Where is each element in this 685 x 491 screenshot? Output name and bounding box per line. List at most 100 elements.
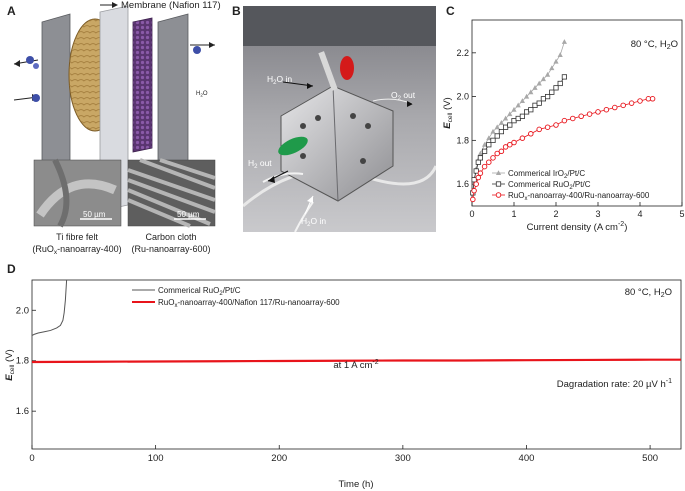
data-point	[561, 117, 568, 124]
y-tick-label: 1.6	[16, 406, 29, 417]
x-tick-label: 5	[679, 209, 684, 219]
sem-image-ti-felt	[33, 159, 122, 227]
data-point	[471, 177, 477, 183]
y-tick-label: 1.8	[456, 135, 469, 145]
label-h2-out: H2 out	[248, 158, 272, 170]
data-point	[477, 170, 484, 176]
data-point	[507, 122, 513, 128]
data-point	[519, 98, 525, 103]
data-point	[570, 115, 576, 122]
chart-c-xlabel: Current density (A cm-2)	[527, 221, 628, 233]
legend-marker	[495, 181, 502, 187]
data-point	[545, 93, 551, 100]
x-tick-label: 100	[148, 453, 164, 464]
data-point	[578, 113, 584, 120]
data-point	[511, 118, 517, 124]
data-point	[628, 100, 635, 106]
y-tick-label: 2.0	[16, 305, 29, 316]
data-point	[586, 111, 593, 117]
data-point	[486, 159, 492, 165]
data-point	[486, 142, 492, 148]
data-point	[475, 159, 481, 165]
data-point	[502, 144, 509, 150]
data-point	[649, 96, 656, 102]
x-tick-label: 300	[395, 453, 411, 464]
chart-c-condition: 80 °C, H2O	[631, 39, 678, 51]
panel-letter-c: C	[446, 4, 455, 18]
chart-d-frame	[31, 279, 682, 450]
data-point	[473, 181, 479, 187]
data-point	[549, 65, 555, 71]
data-point	[524, 93, 530, 99]
data-point	[544, 124, 551, 130]
membrane-label: Membrane (Nafion 117)	[121, 0, 221, 11]
chart-c-ylabel: Ecell (V)	[442, 97, 454, 128]
svg-text:Membrane (Nafion 117): Membrane (Nafion 117)	[121, 0, 221, 11]
scale-text-right: 50 µm	[177, 210, 200, 219]
y-tick-label: 1.8	[16, 356, 29, 367]
legend-nanoarray: RuOx-nanoarray-400/Ru-nanoarray-600	[508, 191, 650, 202]
x-tick-label: 500	[642, 453, 658, 464]
data-point	[511, 106, 517, 112]
x-tick-label: 3	[595, 209, 600, 219]
scale-text-left: 50 µm	[83, 210, 106, 219]
data-point	[557, 80, 563, 87]
data-point	[620, 102, 626, 109]
data-point	[473, 168, 479, 174]
legend-d-nanoarray: RuOx-nanoarray-400/Nafion 117/Ru-nanoarr…	[158, 298, 340, 309]
panel-letter-a: A	[7, 4, 16, 18]
data-point	[532, 102, 538, 108]
data-point	[545, 71, 551, 77]
data-point	[477, 150, 483, 156]
caption-right-line2: (Ru-nanoarray-600)	[131, 244, 210, 254]
data-point	[553, 122, 559, 128]
data-point	[528, 89, 534, 95]
y-tick-label: 2.2	[456, 48, 469, 58]
data-point	[494, 124, 500, 130]
label-h2o-in-bottom: H2O in	[301, 216, 326, 228]
data-point	[503, 124, 509, 130]
polarization-chart: 0 1 2 3 4 5 1.6 1.8 2.0 2.2 80 °C, H2O Current de…	[442, 19, 685, 233]
data-point	[498, 148, 505, 155]
panel-a-schematic: Membrane (Nafion 117) H2O 50 µm 50 µm Ti…	[13, 0, 221, 256]
data-point	[536, 100, 542, 106]
data-point	[532, 85, 538, 90]
y-tick-label: 1.6	[456, 179, 469, 189]
data-point	[536, 126, 542, 133]
label-o2-out: O2 out	[391, 90, 416, 102]
data-point	[490, 128, 496, 134]
panel-letter-d: D	[7, 262, 16, 276]
data-point	[481, 163, 488, 170]
data-point	[507, 111, 513, 117]
data-point	[540, 76, 546, 82]
device-photo: H2O in O2 out H2 out H2O in	[243, 6, 436, 232]
data-point	[498, 120, 504, 125]
data-point	[561, 39, 567, 44]
legend-marker	[495, 192, 502, 198]
data-point	[553, 58, 559, 64]
data-point	[557, 52, 563, 58]
data-point	[507, 141, 513, 148]
x-tick-label: 0	[29, 453, 34, 464]
legend-marker	[495, 170, 502, 175]
data-point	[471, 187, 477, 194]
data-point	[494, 133, 500, 139]
data-point	[503, 115, 509, 121]
x-tick-label: 4	[637, 209, 642, 219]
data-point	[536, 80, 542, 86]
chart-d-annotation: at 1 A cm-2	[333, 359, 378, 371]
data-point	[475, 174, 482, 181]
data-point	[524, 109, 530, 115]
data-point	[482, 148, 488, 154]
caption-left-line1: Ti fibre felt	[56, 232, 98, 242]
data-point	[486, 135, 492, 141]
chart-d-condition: 80 °C, H2O	[625, 287, 672, 299]
chart-d-xlabel: Time (h)	[338, 479, 373, 490]
data-point	[511, 139, 517, 146]
data-point	[494, 150, 500, 157]
data-point	[637, 98, 643, 104]
data-point	[490, 155, 496, 161]
data-point	[612, 104, 618, 111]
x-tick-label: 2	[553, 209, 558, 219]
svg-text:H2O: H2O	[196, 91, 208, 98]
